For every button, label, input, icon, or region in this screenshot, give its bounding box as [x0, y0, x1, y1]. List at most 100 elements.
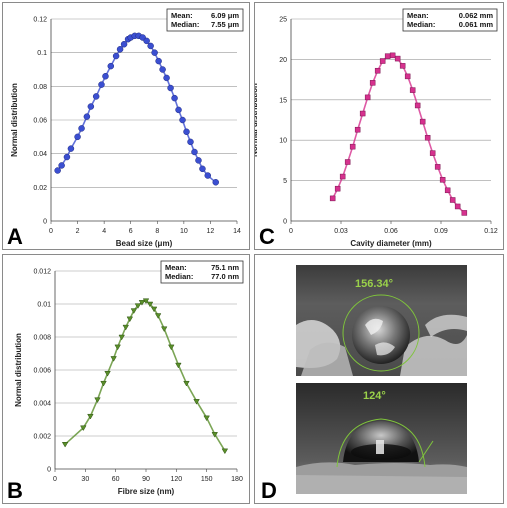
y-tick-label: 0.08: [33, 84, 47, 91]
data-point: [112, 52, 120, 60]
x-tick-label: 0: [53, 476, 57, 483]
data-point: [87, 413, 94, 420]
data-point: [212, 179, 219, 186]
y-tick-label: 20: [279, 57, 287, 64]
stats-box: [402, 8, 498, 32]
data-point: [419, 118, 426, 125]
data-point: [171, 94, 178, 102]
data-point: [114, 344, 121, 351]
data-point: [203, 415, 210, 422]
y-tick-label: 0: [43, 219, 47, 226]
fit-curve: [331, 54, 465, 214]
data-point: [155, 57, 162, 65]
data-point: [329, 195, 336, 202]
data-point: [154, 313, 162, 319]
x-tick-label: 8: [155, 228, 159, 235]
panel-letter-a: A: [7, 224, 23, 249]
data-point: [364, 94, 371, 101]
bottom-contact-angle: 124°: [363, 390, 386, 402]
x-tick-label: 0.12: [484, 228, 498, 235]
data-point: [195, 157, 202, 164]
data-point: [221, 448, 229, 455]
x-tick-label: 2: [76, 228, 80, 235]
data-point: [118, 334, 125, 341]
data-point: [349, 143, 356, 150]
data-point: [151, 49, 158, 56]
panel-letter-d: D: [261, 478, 277, 503]
x-tick-label: 60: [112, 476, 120, 483]
x-tick-label: 0.03: [334, 228, 348, 235]
data-point: [389, 52, 396, 59]
data-point: [163, 74, 170, 82]
x-tick-label: 6: [129, 228, 133, 235]
y-tick-label: 0.008: [33, 335, 51, 342]
data-point: [146, 301, 154, 308]
x-tick-label: 30: [81, 476, 89, 483]
data-point: [107, 62, 115, 70]
data-point: [183, 128, 190, 136]
data-point: [83, 113, 91, 120]
y-axis-title: Normal distribution: [14, 333, 23, 407]
data-point: [160, 326, 168, 333]
panel-b-fibre-size-chart: B 0 0.002 0.004 0.006 0.008 0.01 0.012 0 30 60 90 1…: [2, 254, 250, 504]
stat-label: Median:: [171, 20, 199, 29]
data-point: [439, 177, 446, 183]
stat-value: 77.0 nm: [211, 272, 239, 281]
stat-label: Mean:: [407, 11, 429, 20]
data-point: [134, 303, 142, 309]
data-point: [143, 37, 150, 45]
data-point: [183, 380, 190, 387]
x-tick-label: 180: [231, 476, 243, 483]
gridlines: [291, 18, 491, 222]
x-tick-label: 4: [102, 228, 106, 235]
data-point: [159, 66, 166, 73]
y-tick-label: 10: [279, 138, 287, 145]
data-point: [394, 55, 401, 62]
stats-box: [166, 8, 244, 32]
bottom-droplet-photo: [296, 383, 467, 494]
stat-label: Median:: [165, 272, 193, 281]
data-point: [130, 308, 138, 314]
data-point: [359, 110, 366, 117]
panel-letter-b: B: [7, 478, 23, 503]
data-point: [414, 102, 421, 109]
data-point: [78, 125, 85, 132]
data-point: [138, 300, 146, 306]
data-point: [147, 42, 154, 50]
data-point: [211, 432, 218, 438]
data-point: [58, 162, 65, 169]
y-tick-label: 0.006: [33, 368, 51, 375]
data-point: [339, 173, 346, 180]
y-tick-label: 0.012: [33, 269, 51, 276]
x-axis-title: Bead size (μm): [116, 239, 173, 248]
x-tick-label: 0: [289, 228, 293, 235]
x-tick-label: 10: [180, 228, 188, 235]
stat-label: Median:: [407, 20, 435, 29]
data-point: [449, 197, 456, 203]
x-tick-label: 14: [233, 228, 241, 235]
data-point: [116, 46, 124, 53]
y-tick-label: 0.04: [33, 151, 47, 158]
x-tick-label: 90: [142, 476, 150, 483]
data-point: [120, 41, 128, 48]
stat-label: Mean:: [165, 263, 187, 272]
data-point: [122, 324, 130, 331]
y-axis-title: Normal distribution: [10, 83, 19, 157]
data-point: [102, 72, 109, 80]
data-point: [434, 164, 441, 170]
data-point: [369, 80, 376, 86]
chart-c-svg: C 0 5 10 15 20 25 0 0.03 0.06 0.09 0.12 Cavity diam…: [255, 8, 498, 249]
data-point: [126, 316, 134, 323]
x-tick-label: 120: [170, 476, 182, 483]
y-axis-title: Normal distribution: [255, 83, 259, 157]
data-point: [87, 103, 95, 110]
data-point: [54, 167, 61, 174]
data-point: [187, 138, 194, 146]
data-point: [199, 165, 206, 173]
data-point: [461, 210, 468, 216]
chart-b-svg: B 0 0.002 0.004 0.006 0.008 0.01 0.012 0 30 60 90 1…: [7, 260, 244, 503]
y-tick-label: 0.12: [33, 17, 47, 24]
x-axis-title: Fibre size (nm): [118, 487, 175, 496]
data-point: [150, 306, 158, 313]
y-tick-label: 0: [283, 219, 287, 226]
